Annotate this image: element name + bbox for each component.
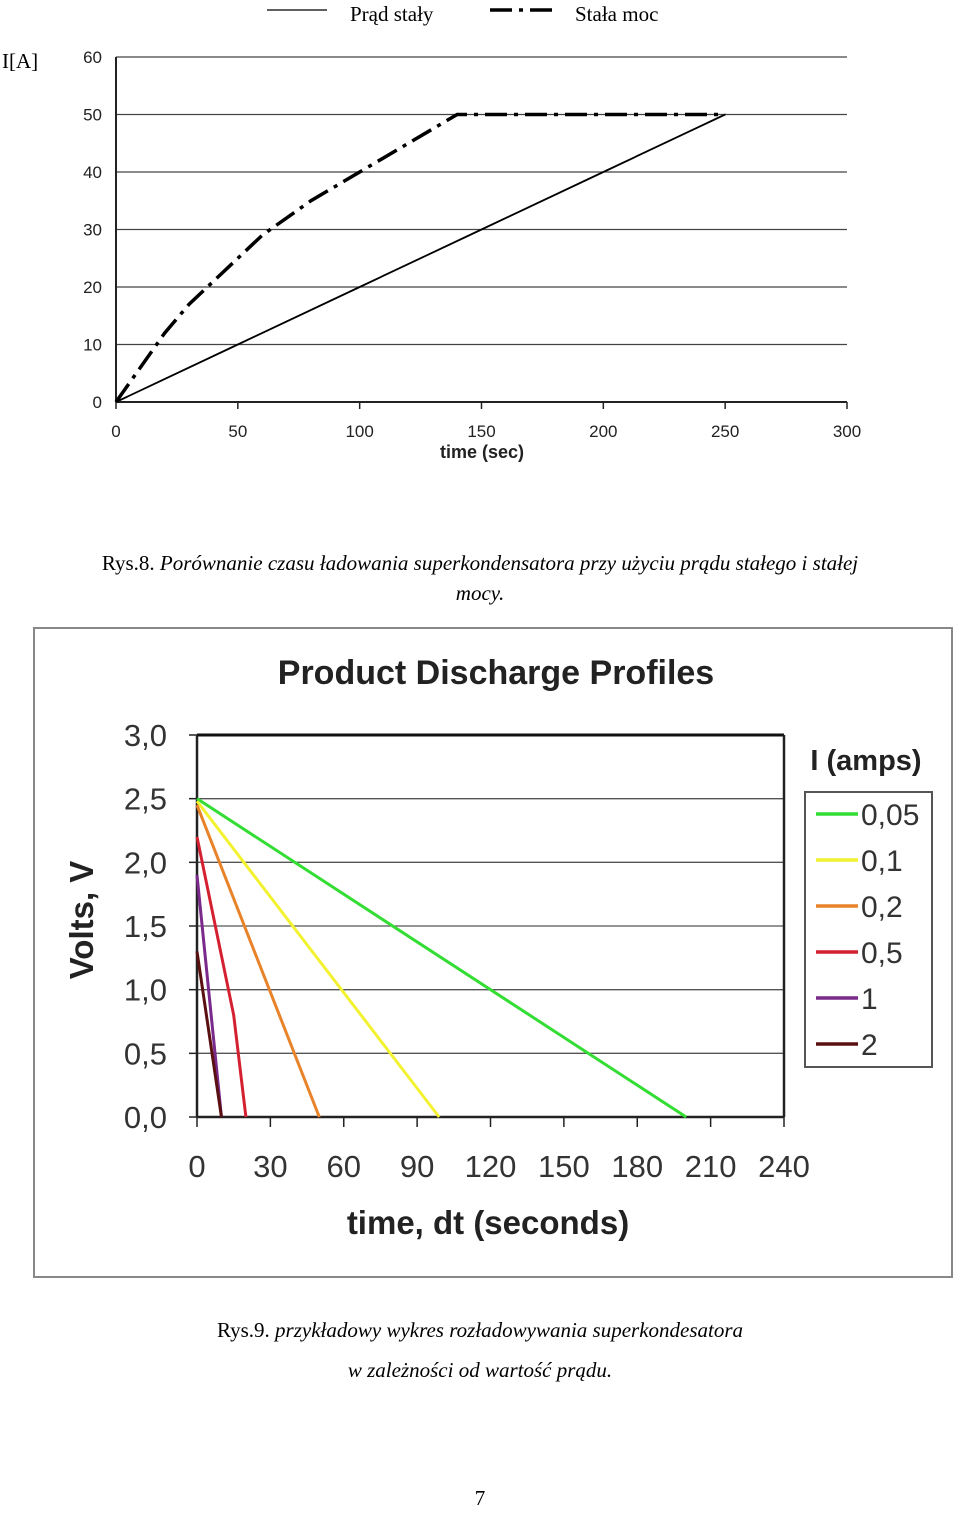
y-tick-label: 1,5 xyxy=(124,909,167,944)
x-tick-label: 90 xyxy=(400,1149,434,1184)
legend-label-2: Stała moc xyxy=(575,2,658,26)
charging-chart: 0 10 20 30 40 50 60 0 50 100 150 200 250 300 time (sec… xyxy=(2,2,861,462)
x-tick-label: 0 xyxy=(188,1149,205,1184)
series-line-1 xyxy=(115,113,726,403)
y-tick-label: 60 xyxy=(83,48,102,67)
y-tick-label: 10 xyxy=(83,336,102,355)
figure-9-caption: Rys.9. przykładowy wykres rozładowywania… xyxy=(0,1310,960,1390)
x-tick-label: 30 xyxy=(253,1149,287,1184)
series-line-6 xyxy=(195,951,223,1118)
y-axis-label: I[A] xyxy=(2,49,38,73)
legend-label-4: 0,5 xyxy=(861,937,903,970)
x-tick-label: 60 xyxy=(327,1149,361,1184)
series-line-3 xyxy=(195,804,321,1118)
x-tick-label: 210 xyxy=(685,1149,737,1184)
legend-label-6: 2 xyxy=(861,1029,878,1062)
series-line-1 xyxy=(196,797,687,1119)
x-tick-label: 150 xyxy=(538,1149,590,1184)
x-tick-label: 150 xyxy=(467,422,495,441)
x-tick-label: 50 xyxy=(228,422,247,441)
series-line-4 xyxy=(195,836,248,1118)
y-tick-label: 3,0 xyxy=(124,718,167,753)
y-tick-label: 30 xyxy=(83,221,102,240)
legend: Prąd stały Stała moc xyxy=(267,2,658,26)
y-tick-label: 0,0 xyxy=(124,1100,167,1135)
x-axis-label: time (sec) xyxy=(440,442,524,462)
y-tick-label: 50 xyxy=(83,106,102,125)
x-tick-label: 200 xyxy=(589,422,617,441)
figure-8-text-line1: Porównanie czasu ładowania superkondensa… xyxy=(159,551,859,575)
x-axis-label: time, dt (seconds) xyxy=(347,1204,629,1241)
y-tick-label: 20 xyxy=(83,278,102,297)
series-line-5 xyxy=(195,874,223,1118)
y-tick-label: 0,5 xyxy=(124,1036,167,1071)
y-tick-label: 40 xyxy=(83,163,102,182)
legend-label-2: 0,1 xyxy=(861,845,903,878)
x-tick-label: 0 xyxy=(111,422,120,441)
series-line-2 xyxy=(114,112,726,404)
figure-8-number: Rys.8. xyxy=(101,551,155,575)
series-line-2 xyxy=(195,800,441,1118)
legend-label-1: 0,05 xyxy=(861,799,919,832)
figure-9-number: Rys.9. xyxy=(216,1318,270,1342)
figure-9-text-line2: w zależności od wartość prądu. xyxy=(347,1358,613,1382)
figure-8-caption: Rys.8. Porównanie czasu ładowania superk… xyxy=(0,548,960,608)
y-tick-label: 0 xyxy=(93,393,102,412)
x-tick-label: 180 xyxy=(611,1149,663,1184)
page-number: 7 xyxy=(474,1486,486,1510)
x-tick-label: 120 xyxy=(465,1149,517,1184)
figure-9-text-line1: przykładowy wykres rozładowywania superk… xyxy=(275,1318,744,1342)
y-tick-label: 1,0 xyxy=(124,973,167,1008)
y-axis-label: Volts, V xyxy=(63,861,100,980)
figure-8-text-line2: mocy. xyxy=(455,581,505,605)
discharge-chart: Product Discharge Profiles 0,0 0,5 1,0 1,5 2,… xyxy=(33,627,953,1278)
legend-label-3: 0,2 xyxy=(861,891,903,924)
legend-title: I (amps) xyxy=(810,745,921,777)
x-tick-label: 250 xyxy=(711,422,739,441)
x-tick-label: 100 xyxy=(345,422,373,441)
y-tick-label: 2,5 xyxy=(124,782,167,817)
chart-title: Product Discharge Profiles xyxy=(278,654,714,692)
legend-box xyxy=(804,791,933,1068)
legend-label-5: 1 xyxy=(861,983,878,1016)
legend: I (amps) 0,05 0,1 0,2 0,5 1 2 xyxy=(804,745,933,1068)
x-tick-label: 300 xyxy=(833,422,861,441)
x-tick-label: 240 xyxy=(758,1149,810,1184)
legend-label-1: Prąd stały xyxy=(350,2,434,26)
y-tick-label: 2,0 xyxy=(124,845,167,880)
